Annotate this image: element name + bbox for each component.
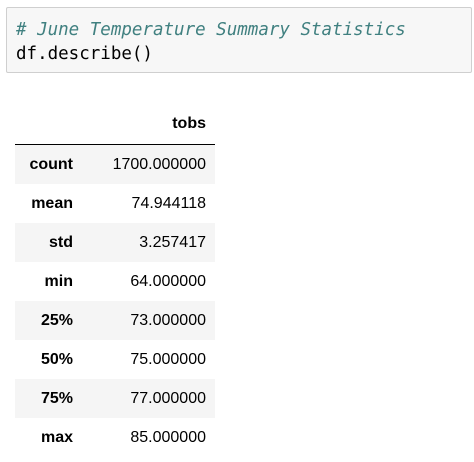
cell-output: tobs count 1700.000000 mean 74.944118 st…	[15, 103, 215, 457]
row-value: 75.000000	[130, 350, 206, 368]
table-row: max 85.000000	[15, 418, 215, 457]
row-value: 73.000000	[130, 311, 206, 329]
table-row: 50% 75.000000	[15, 340, 215, 379]
row-value: 85.000000	[130, 428, 206, 446]
row-value: 1700.000000	[112, 155, 206, 173]
row-index-label: max	[40, 428, 73, 446]
row-value: 3.257417	[139, 233, 206, 251]
row-index-label: min	[44, 272, 73, 290]
row-index-label: 50%	[40, 350, 73, 368]
row-index-label: 75%	[40, 389, 73, 407]
index-header	[15, 103, 89, 145]
row-value: 77.000000	[130, 389, 206, 407]
row-value: 74.944118	[131, 194, 206, 212]
table-row: min 64.000000	[15, 262, 215, 301]
row-index-label: std	[49, 233, 73, 251]
row-index-label: mean	[31, 194, 73, 212]
dataframe-table: tobs count 1700.000000 mean 74.944118 st…	[15, 103, 215, 457]
row-value: 64.000000	[130, 272, 206, 290]
code-cell-input[interactable]: # June Temperature Summary Statistics df…	[6, 7, 472, 73]
column-header: tobs	[89, 103, 215, 145]
code-statement: df.describe()	[16, 44, 153, 64]
table-row: std 3.257417	[15, 223, 215, 262]
table-header-row: tobs	[15, 103, 215, 145]
table-row: 25% 73.000000	[15, 301, 215, 340]
table-row: mean 74.944118	[15, 184, 215, 223]
row-index-label: count	[29, 155, 73, 173]
table-row: 75% 77.000000	[15, 379, 215, 418]
code-comment: # June Temperature Summary Statistics	[16, 20, 406, 40]
row-index-label: 25%	[40, 311, 73, 329]
table-row: count 1700.000000	[15, 144, 215, 184]
